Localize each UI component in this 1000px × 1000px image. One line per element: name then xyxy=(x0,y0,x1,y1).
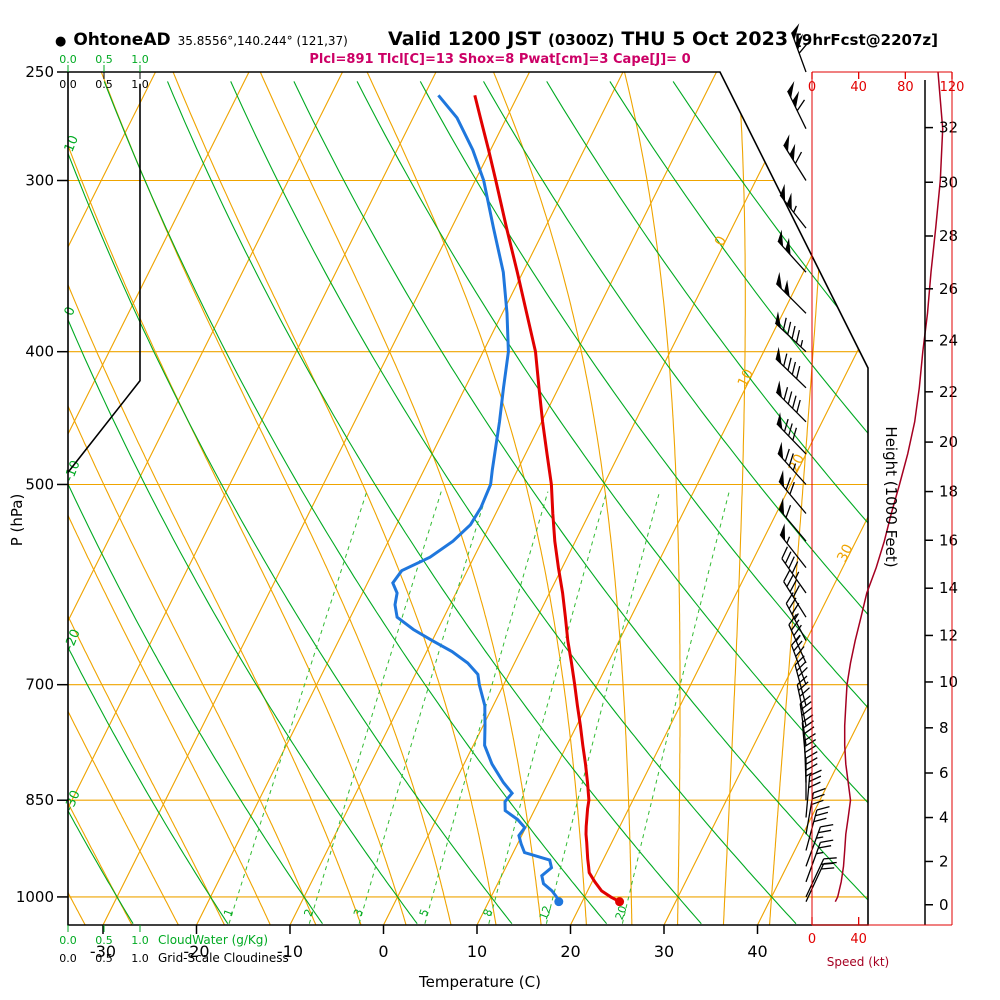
svg-text:0.5: 0.5 xyxy=(95,53,113,66)
svg-text:400: 400 xyxy=(25,343,54,361)
svg-text:1.0: 1.0 xyxy=(131,952,149,965)
svg-text:30: 30 xyxy=(834,542,856,565)
svg-text:20: 20 xyxy=(939,433,958,451)
svg-text:-30: -30 xyxy=(62,788,84,813)
svg-text:0.0: 0.0 xyxy=(59,53,77,66)
forecast-info: [9hrFcst@2207z] xyxy=(795,31,938,49)
svg-text:0: 0 xyxy=(808,80,816,95)
speed-axis-title: Speed (kt) xyxy=(826,955,890,969)
svg-text:0.5: 0.5 xyxy=(95,952,113,965)
svg-text:-10: -10 xyxy=(62,458,84,483)
svg-text:18: 18 xyxy=(939,483,958,501)
svg-text:12: 12 xyxy=(537,904,554,922)
station-coords: 35.8556°,140.244° (121,37) xyxy=(177,34,348,48)
valid-time: Valid 1200 JST xyxy=(388,28,541,50)
svg-text:20: 20 xyxy=(613,904,630,922)
svg-text:80: 80 xyxy=(897,80,914,95)
grid-lines xyxy=(68,72,868,925)
svg-text:1000: 1000 xyxy=(16,888,54,906)
svg-text:16: 16 xyxy=(939,531,958,549)
svg-text:0.5: 0.5 xyxy=(95,934,113,947)
svg-text:14: 14 xyxy=(939,579,958,597)
temperature-axis-title: Temperature (C) xyxy=(419,973,541,991)
station-marker-icon: ● xyxy=(55,34,67,49)
svg-text:5: 5 xyxy=(417,907,432,918)
pressure-axis-title: P (hPa) xyxy=(8,493,26,547)
svg-text:10: 10 xyxy=(735,367,757,390)
svg-text:0.0: 0.0 xyxy=(59,78,77,91)
stability-parameters: Plcl=891 Tlcl[C]=13 Shox=8 Pwat[cm]=3 Ca… xyxy=(309,52,691,67)
svg-text:26: 26 xyxy=(939,280,958,298)
svg-text:-20: -20 xyxy=(183,942,209,961)
svg-text:8: 8 xyxy=(939,719,949,737)
valid-time-utc: (0300Z) xyxy=(547,31,615,49)
svg-text:1.0: 1.0 xyxy=(131,53,149,66)
surface-dewpoint-dot xyxy=(554,897,564,907)
svg-text:0.0: 0.0 xyxy=(59,934,77,947)
svg-text:32: 32 xyxy=(939,119,958,137)
svg-text:20: 20 xyxy=(786,452,808,475)
svg-text:0: 0 xyxy=(62,305,79,318)
valid-time-info: Valid 1200 JST (0300Z) THU 5 Oct 2023 [9… xyxy=(388,28,938,50)
svg-text:1.0: 1.0 xyxy=(131,934,149,947)
plot-border xyxy=(67,71,869,926)
svg-text:0: 0 xyxy=(939,896,949,914)
station-info: ● OhtoneAD 35.8556°,140.244° (121,37) xyxy=(55,30,348,50)
svg-text:28: 28 xyxy=(939,227,958,245)
svg-text:4: 4 xyxy=(939,809,949,827)
svg-text:1: 1 xyxy=(221,907,236,918)
svg-text:850: 850 xyxy=(25,791,54,809)
svg-text:300: 300 xyxy=(25,171,54,189)
svg-text:3: 3 xyxy=(351,907,366,918)
svg-text:0: 0 xyxy=(808,932,816,947)
cloudwater-axis-title: CloudWater (g/Kg) xyxy=(158,933,269,947)
temperature-profile-line xyxy=(473,94,621,904)
header: ● OhtoneAD 35.8556°,140.244° (121,37) Va… xyxy=(55,28,938,50)
svg-text:40: 40 xyxy=(850,932,867,947)
svg-text:10: 10 xyxy=(939,673,958,691)
svg-text:0: 0 xyxy=(712,234,730,249)
svg-text:0: 0 xyxy=(378,942,388,961)
height-axis-title: Height (1000 Feet) xyxy=(882,426,900,568)
valid-date: THU 5 Oct 2023 xyxy=(621,28,789,50)
cloudiness-axis-title: Grid-Scale Cloudiness xyxy=(158,951,289,965)
svg-text:12: 12 xyxy=(939,626,958,644)
svg-text:6: 6 xyxy=(939,764,949,782)
svg-text:20: 20 xyxy=(560,942,580,961)
svg-text:500: 500 xyxy=(25,475,54,493)
svg-text:0.5: 0.5 xyxy=(95,78,113,91)
dewpoint-profile-line xyxy=(391,94,561,903)
station-name: OhtoneAD xyxy=(73,30,171,50)
svg-text:40: 40 xyxy=(850,80,867,95)
surface-temperature-dot xyxy=(615,897,625,907)
svg-text:22: 22 xyxy=(939,383,958,401)
svg-text:-20: -20 xyxy=(62,627,84,652)
svg-text:30: 30 xyxy=(939,173,958,191)
svg-text:8: 8 xyxy=(481,907,496,918)
svg-text:30: 30 xyxy=(654,942,674,961)
svg-text:-30: -30 xyxy=(90,942,116,961)
svg-text:0.0: 0.0 xyxy=(59,952,77,965)
svg-text:700: 700 xyxy=(25,676,54,694)
svg-text:24: 24 xyxy=(939,332,958,350)
svg-text:-10: -10 xyxy=(277,942,303,961)
svg-text:2: 2 xyxy=(939,852,949,870)
svg-text:40: 40 xyxy=(747,942,767,961)
svg-text:120: 120 xyxy=(940,80,965,95)
svg-text:250: 250 xyxy=(25,63,54,81)
svg-text:1.0: 1.0 xyxy=(131,78,149,91)
cloudiness-profile-line xyxy=(67,83,141,473)
wind-speed-profile-line xyxy=(834,71,944,903)
svg-text:10: 10 xyxy=(467,942,487,961)
svg-text:2: 2 xyxy=(301,907,316,918)
svg-text:10: 10 xyxy=(62,133,82,154)
